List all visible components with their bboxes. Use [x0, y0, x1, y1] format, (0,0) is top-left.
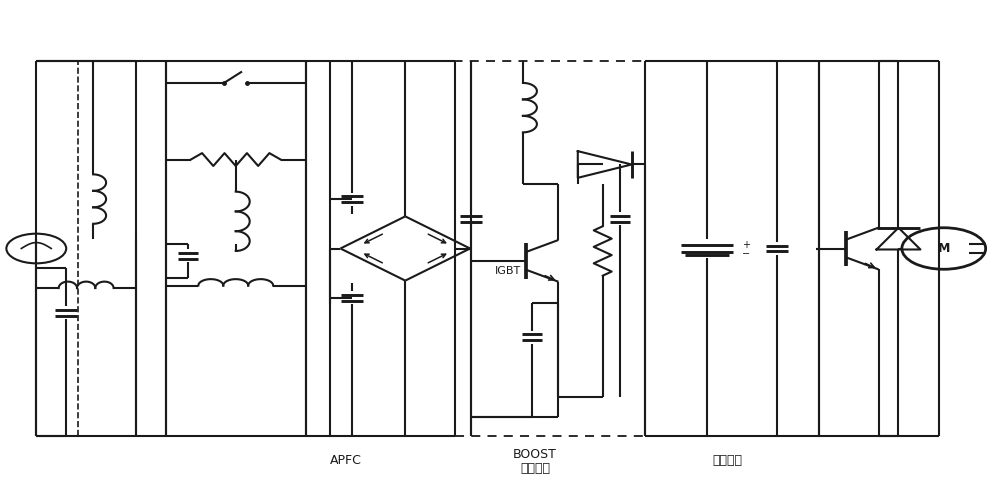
Text: −: −	[742, 249, 750, 259]
Text: 储能环节: 储能环节	[712, 454, 742, 467]
Text: IGBT: IGBT	[495, 266, 521, 276]
Text: APFC: APFC	[329, 454, 361, 467]
Text: BOOST: BOOST	[513, 448, 557, 461]
Bar	[455, 61, 645, 436]
Text: M: M	[938, 242, 950, 255]
Text: 升压环节: 升压环节	[520, 462, 550, 475]
Text: +: +	[742, 240, 750, 249]
